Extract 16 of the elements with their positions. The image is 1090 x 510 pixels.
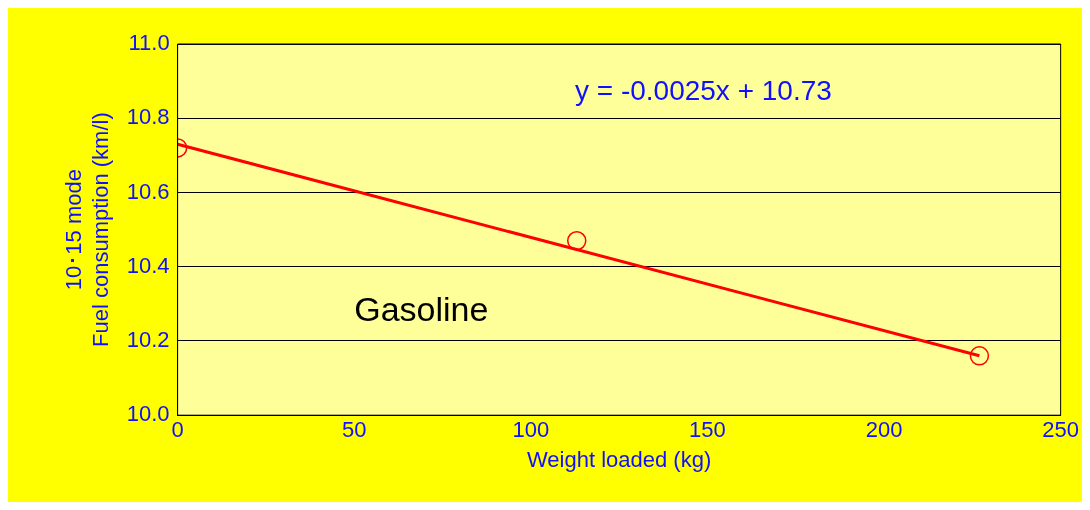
y-axis-title: 10･15 mode Fuel consumption (km/l) <box>61 112 113 347</box>
x-tick-label: 150 <box>689 417 726 443</box>
y-tick-label: 10.2 <box>126 327 170 353</box>
x-tick-label: 0 <box>171 417 184 443</box>
y-tick-label: 10.8 <box>126 104 170 130</box>
x-tick-label: 100 <box>512 417 550 443</box>
x-tick-label: 200 <box>865 417 903 443</box>
x-tick-label: 50 <box>341 417 367 443</box>
y-tick-label: 10.4 <box>126 252 170 278</box>
y-tick-label: 10.0 <box>126 401 170 427</box>
annotation: Gasoline <box>354 289 489 328</box>
y-tick-label: 11.0 <box>128 30 170 56</box>
x-tick-label: 250 <box>1042 417 1080 443</box>
x-axis-title: Weight loaded (kg) <box>527 446 712 472</box>
annotation: y = -0.0025x + 10.73 <box>574 74 832 106</box>
y-tick-label: 10.6 <box>126 178 170 204</box>
